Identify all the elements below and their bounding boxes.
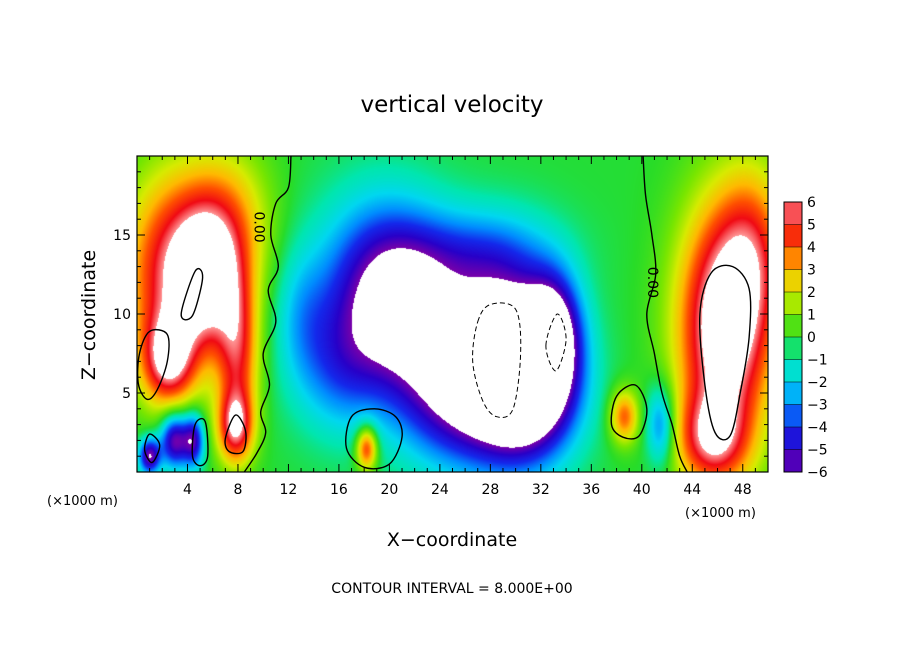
y-tick-label: 10	[113, 307, 131, 323]
contour-interval-note: CONTOUR INTERVAL = 8.000E+00	[331, 581, 572, 597]
colorbar-segment	[784, 314, 802, 338]
y-axis-ticks: 5 10 15	[113, 171, 768, 457]
colorbar-segment	[784, 382, 802, 405]
y-tick-label: 5	[122, 386, 131, 402]
contour-line-2	[698, 264, 752, 441]
contour-line-8	[345, 408, 403, 470]
colorbar-label: −2	[807, 375, 828, 391]
colorbar-segment	[784, 202, 802, 225]
contour-line-6	[191, 417, 209, 467]
x-tick-label: 32	[532, 482, 550, 498]
x-axis-unit-left: (×1000 m)	[47, 494, 118, 509]
colorbar-label: −6	[807, 465, 828, 481]
colorbar-label: 4	[807, 240, 816, 256]
x-axis-unit-right: (×1000 m)	[685, 506, 756, 521]
x-tick-label: 16	[330, 482, 348, 498]
contour-label-1: 0.00	[644, 267, 660, 298]
colorbar-label: 2	[807, 285, 816, 301]
colorbar-label: 3	[807, 263, 816, 279]
plot-area: 0.00 0.00	[136, 155, 769, 473]
colorbar-label: −1	[807, 353, 828, 369]
contour-line-11	[545, 313, 567, 372]
colorbar-segment	[784, 292, 802, 315]
colorbar-segment	[784, 337, 802, 360]
x-tick-label: 24	[431, 482, 449, 498]
contour-line-7	[143, 433, 161, 464]
x-tick-label: 4	[183, 482, 192, 498]
colorbar-segment	[784, 269, 802, 293]
y-axis-label: Z−coordinate	[78, 250, 100, 380]
colorbar-segment	[784, 449, 802, 473]
contour-line-1	[642, 155, 688, 473]
contour-line-4	[180, 268, 204, 321]
contour-line-3	[136, 328, 170, 401]
x-axis-ticks: 4 8 12 16 20 24 28 32 36 40 44 48	[149, 156, 756, 498]
x-tick-label: 20	[380, 482, 398, 498]
x-tick-label: 8	[233, 482, 242, 498]
contour-line-9	[610, 384, 648, 440]
contour-line-0	[243, 155, 292, 473]
colorbar-segment	[784, 247, 802, 270]
colorbar-segment	[784, 359, 802, 383]
colorbar-segment	[784, 224, 802, 248]
y-tick-label: 15	[113, 228, 131, 244]
colorbar-label: −3	[807, 398, 828, 414]
colorbar-segment	[784, 427, 802, 450]
contour-line-5	[224, 414, 247, 455]
chart-title: vertical velocity	[361, 92, 544, 118]
x-tick-label: 36	[582, 482, 600, 498]
colorbar-segment	[784, 404, 802, 428]
x-tick-label: 12	[280, 482, 298, 498]
x-axis-label: X−coordinate	[387, 529, 517, 551]
contour-label-0: 0.00	[250, 212, 266, 243]
x-tick-label: 28	[481, 482, 499, 498]
heatmap-field	[137, 156, 768, 472]
x-tick-label: 44	[683, 482, 701, 498]
colorbar-label: −5	[807, 443, 828, 459]
x-tick-label: 48	[734, 482, 752, 498]
colorbar-label: 6	[807, 195, 816, 211]
colorbar: 6 5 4 3 2 1 0 −1 −2 −3 −4 −5 −6	[783, 195, 828, 481]
colorbar-label: 0	[807, 330, 816, 346]
colorbar-label: 1	[807, 308, 816, 324]
colorbar-label: 5	[807, 218, 816, 234]
colorbar-label: −4	[807, 420, 828, 436]
x-tick-label: 40	[633, 482, 651, 498]
